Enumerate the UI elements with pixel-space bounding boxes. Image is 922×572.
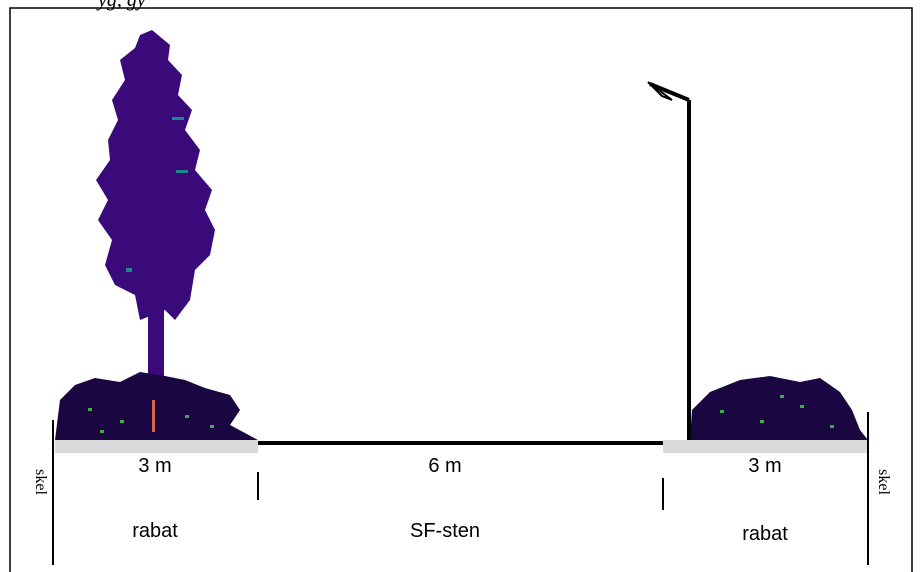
- tree-stake: [152, 400, 155, 432]
- frame: [9, 7, 913, 572]
- segment-name: rabat: [742, 523, 788, 545]
- width-label: 3 m: [748, 455, 781, 477]
- bush-leaves: [88, 395, 834, 433]
- boundary-label: skel: [875, 469, 892, 495]
- bushes: [55, 372, 868, 440]
- width-label: 3 m: [138, 455, 171, 477]
- boundary-label: skel: [32, 469, 49, 495]
- width-label: 6 m: [428, 455, 461, 477]
- street-lamp: [647, 81, 691, 440]
- header-title: yg, gy: [96, 0, 146, 11]
- segment-name: SF-sten: [410, 520, 480, 542]
- left-verge: [55, 440, 258, 453]
- markers: [52, 412, 869, 565]
- segment-name: rabat: [132, 520, 178, 542]
- right-verge: [663, 440, 868, 453]
